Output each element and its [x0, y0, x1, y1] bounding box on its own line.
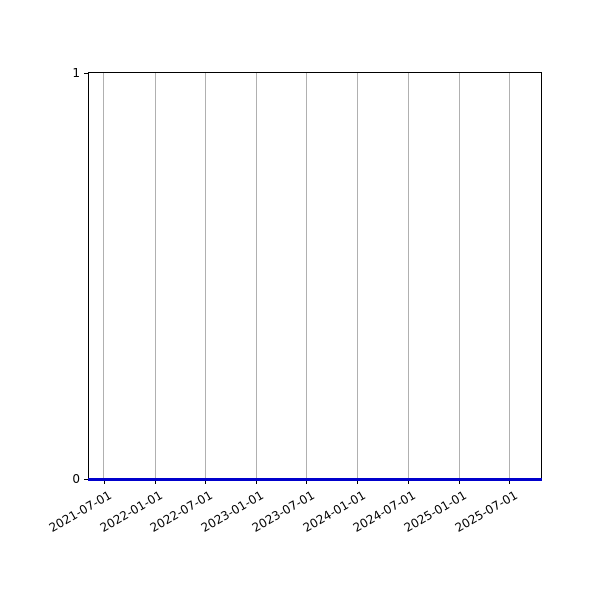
y-tick-label: 1 [72, 66, 80, 80]
x-tick-mark [407, 480, 409, 484]
x-tick-mark [204, 480, 206, 484]
x-gridline [306, 73, 308, 479]
data-line-flat-zero-series [88, 478, 542, 481]
x-gridline [458, 73, 460, 479]
x-gridline [357, 73, 359, 479]
x-tick-mark [154, 480, 156, 484]
x-gridline [407, 73, 409, 479]
y-tick-label: 0 [72, 472, 80, 486]
y-tick-mark [84, 478, 88, 480]
x-gridline [509, 73, 511, 479]
x-gridline [154, 73, 156, 479]
x-tick-mark [357, 480, 359, 484]
x-gridline [255, 73, 257, 479]
x-gridline [103, 73, 105, 479]
x-tick-mark [509, 480, 511, 484]
y-tick-mark [84, 72, 88, 74]
plot-area [88, 72, 542, 481]
x-tick-mark [255, 480, 257, 484]
x-gridline [204, 73, 206, 479]
x-tick-mark [458, 480, 460, 484]
x-tick-mark [306, 480, 308, 484]
x-tick-mark [103, 480, 105, 484]
